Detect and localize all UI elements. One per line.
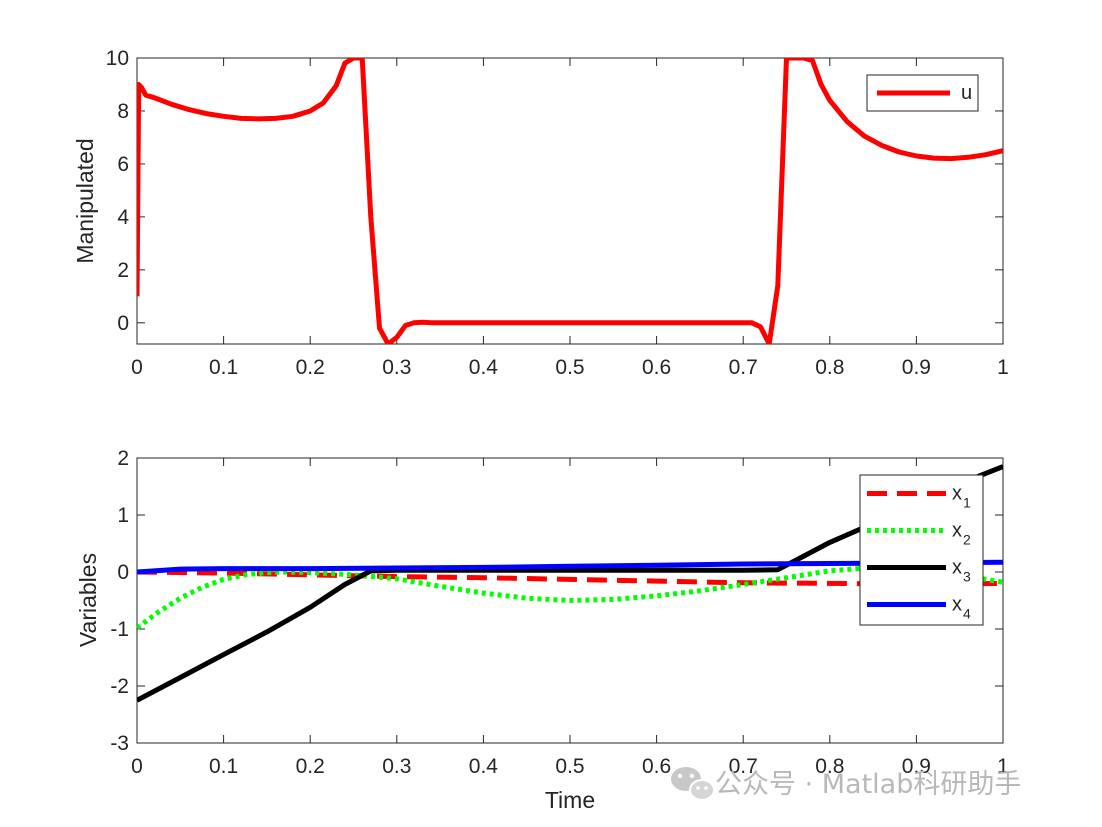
x-tick-label: 0.4	[469, 356, 499, 379]
x-tick-label: 0.7	[729, 755, 758, 778]
legend: x 1x 2x 3x 4	[859, 474, 984, 626]
y-tick-label: 2	[117, 259, 129, 282]
legend: u	[866, 74, 979, 112]
y-tick-label: -1	[110, 618, 129, 641]
legend-subscript: 4	[963, 606, 971, 622]
series-line-u	[137, 58, 1003, 344]
x-tick-label: 0.1	[209, 755, 238, 778]
series-line-x1	[137, 569, 1003, 587]
y-axis-label: Variables	[75, 553, 101, 647]
legend-label: x	[952, 594, 962, 616]
legend-subscript: 1	[963, 495, 971, 511]
legend-subscript: 3	[963, 569, 971, 585]
y-tick-label: 1	[117, 504, 129, 527]
legend-box	[859, 474, 984, 626]
series-line-x2	[137, 564, 1003, 630]
x-tick-label: 0	[131, 356, 143, 379]
x-tick-label: 0.4	[469, 755, 499, 778]
x-tick-label: 0.9	[902, 356, 931, 379]
legend-label: x	[952, 557, 962, 579]
legend-label: u	[961, 82, 972, 104]
x-tick-label: 0.3	[382, 755, 411, 778]
x-tick-label: 0	[131, 755, 143, 778]
legend-subscript: 2	[963, 532, 971, 548]
x-axis-label: Time	[545, 787, 595, 813]
legend-label: x	[952, 483, 962, 505]
y-tick-label: 4	[117, 206, 129, 229]
y-tick-label: 2	[117, 447, 129, 470]
top-subplot: 0 0.1 0.2 0.3 0.4 0.5 0.6 0.7 0.8 0.9 10246810Mani…	[72, 47, 1009, 379]
x-tick-label: 0.8	[815, 356, 844, 379]
series-line-x4	[137, 559, 1003, 575]
x-tick-label: 0.6	[642, 356, 671, 379]
plot-area	[136, 57, 1004, 345]
y-tick-label: 8	[117, 100, 129, 123]
y-tick-label: -3	[110, 732, 129, 755]
wechat-icon	[671, 767, 715, 801]
x-tick-label: 0.9	[902, 755, 931, 778]
watermark: 公众号 · Matlab科研助手	[671, 767, 1021, 801]
x-tick-label: 0.6	[642, 755, 671, 778]
x-tick-label: 0.3	[382, 356, 411, 379]
x-tick-label: 0.2	[296, 755, 325, 778]
watermark-text: 公众号 · Matlab科研助手	[715, 769, 1021, 800]
x-tick-label: 0.5	[555, 755, 584, 778]
x-tick-label: 0.8	[815, 755, 844, 778]
x-tick-label: 0.2	[296, 356, 325, 379]
y-tick-label: 0	[117, 312, 129, 335]
x-tick-label: 0.5	[555, 356, 584, 379]
x-tick-label: 0.1	[209, 356, 238, 379]
y-tick-label: 0	[117, 561, 129, 584]
bottom-subplot: 0 0.1 0.2 0.3 0.4 0.5 0.6 0.7 0.8 0.9 1 -3 -2 -1 0 1 2 Va…	[75, 447, 1009, 813]
series-group	[137, 58, 1003, 344]
x-tick-label: 0.7	[729, 356, 758, 379]
x-tick-label: 1	[997, 755, 1009, 778]
x-tick-label: 1	[997, 356, 1009, 379]
y-tick-label: 6	[117, 153, 129, 176]
y-tick-label: 10	[106, 47, 129, 70]
y-tick-label: -2	[110, 675, 129, 698]
y-axis-label: Manipulated	[72, 138, 98, 263]
legend-label: x	[952, 520, 962, 542]
